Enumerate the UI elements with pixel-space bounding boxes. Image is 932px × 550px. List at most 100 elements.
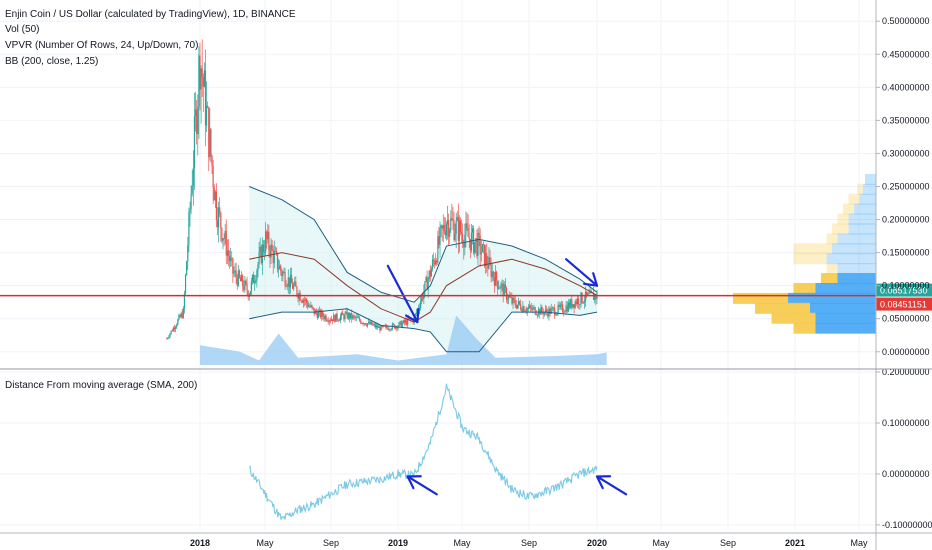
candle-body <box>250 281 253 292</box>
candle-body <box>415 312 417 314</box>
candle-body <box>395 326 397 329</box>
vp-down-bar <box>755 302 810 314</box>
candle-body <box>167 337 169 339</box>
vol-legend[interactable]: Vol (50) <box>5 24 40 35</box>
candle-body <box>560 304 563 306</box>
arrow-lower-2 <box>595 475 628 496</box>
candle-body <box>177 319 179 325</box>
candle-body <box>421 295 423 302</box>
candle-body <box>386 325 388 328</box>
candle-body <box>464 235 466 248</box>
candle-body <box>339 316 342 321</box>
candle-body <box>520 304 522 310</box>
candle-body <box>515 305 517 309</box>
candle-body <box>528 305 531 308</box>
x-tick-label: May <box>453 538 471 548</box>
candle-body <box>570 299 572 308</box>
candle-body <box>223 238 225 240</box>
candle-body <box>228 255 231 262</box>
candle-body <box>360 320 362 324</box>
candle-body <box>279 265 281 269</box>
candle-body <box>389 329 391 331</box>
y-tick-label-lower: 0.00000000 <box>882 469 930 479</box>
candle-body <box>176 324 178 327</box>
candle-body <box>403 320 406 323</box>
candle-body <box>547 312 549 317</box>
candle-body <box>525 310 527 312</box>
candle-body <box>494 271 497 286</box>
candle-body <box>283 272 285 273</box>
bb-legend[interactable]: BB (200, close, 1.25) <box>5 56 99 67</box>
candle-body <box>465 223 467 236</box>
arrow-lower-2-head <box>595 475 612 490</box>
candle-body <box>213 187 215 201</box>
y-tick-label: 0.45000000 <box>882 49 930 59</box>
indicator-legend[interactable]: Distance From moving average (SMA, 200) <box>5 380 198 391</box>
candle-body <box>212 166 214 188</box>
bollinger-fill <box>249 186 597 352</box>
candle-body <box>375 325 378 328</box>
candle-body <box>522 306 524 312</box>
candle-body <box>256 270 258 281</box>
candle-body <box>296 286 298 295</box>
symbol-legend[interactable]: Enjin Coin / US Dollar (calculated by Tr… <box>5 9 296 20</box>
candle-body <box>581 292 583 303</box>
candle-body <box>257 264 259 271</box>
candle-body <box>183 293 186 309</box>
vp-up-bar <box>815 322 876 334</box>
candle-body <box>204 70 207 126</box>
candle-body <box>400 321 402 327</box>
bb-upper-line <box>249 186 598 303</box>
candle-body <box>324 315 326 319</box>
candle-body <box>487 264 489 269</box>
candle-body <box>418 307 421 309</box>
arrow-main-1 <box>386 264 419 324</box>
candle-body <box>369 321 371 325</box>
vp-down-bar <box>733 292 788 304</box>
candle-body <box>282 272 284 277</box>
bb-basis-line <box>249 252 598 323</box>
candle-body <box>254 281 256 284</box>
candle-body <box>171 330 173 332</box>
candle-body <box>408 318 410 320</box>
candle-body <box>214 191 216 201</box>
candle-body <box>420 301 422 308</box>
candle-body <box>327 320 329 322</box>
vp-down-bar <box>843 203 854 215</box>
y-tick-label-lower: -0.10000000 <box>882 520 932 530</box>
candle-body <box>201 68 203 78</box>
candle-body <box>500 283 502 289</box>
candle-body <box>454 233 456 241</box>
y-tick-label: 0.15000000 <box>882 248 930 258</box>
candle-body <box>576 298 579 304</box>
vp-down-bar <box>793 322 816 334</box>
candle-body <box>234 270 236 273</box>
candle-body <box>215 191 218 220</box>
candle-body <box>501 283 503 285</box>
candle-body <box>274 251 276 252</box>
candle-body <box>568 302 571 308</box>
grid <box>0 0 876 530</box>
vp-up-bar <box>788 292 876 304</box>
arrow-lower-1 <box>406 475 438 496</box>
candle-body <box>460 232 463 235</box>
candle-body <box>590 290 592 293</box>
candle-body <box>379 326 381 331</box>
candle-body <box>578 298 580 305</box>
vpvr-legend[interactable]: VPVR (Number Of Rows, 24, Up/Down, 70) <box>5 40 199 51</box>
x-tick-label: May <box>652 538 670 548</box>
candle-body <box>439 227 441 245</box>
candle-body <box>556 312 558 315</box>
candle-body <box>198 55 200 107</box>
vp-down-bar <box>826 263 838 275</box>
candle-body <box>364 323 366 325</box>
vp-up-bar <box>810 302 876 314</box>
candle-body <box>192 168 194 186</box>
candle-body <box>350 312 352 319</box>
candle-body <box>488 257 490 269</box>
candle-body <box>495 271 498 282</box>
candle-body <box>309 305 311 307</box>
candle-body <box>571 299 573 308</box>
indicator-series-line <box>248 383 598 520</box>
